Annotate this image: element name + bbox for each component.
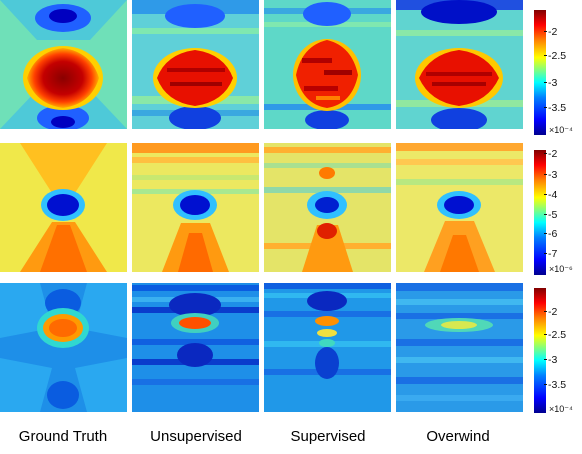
colorbar-row2-tick-5: -6 [543, 228, 558, 240]
column-label-unsupervised: Unsupervised [150, 428, 242, 445]
panel-row2-overwind [396, 143, 523, 272]
panel-row3-supervised [264, 283, 391, 412]
colorbar-row2-scale: ×10⁻⁶ [549, 264, 573, 274]
panel-row2-unsupervised [132, 143, 259, 272]
colorbar-row3-tick-3: -3 [543, 354, 558, 366]
colorbar-row1-scale: ×10⁻⁴ [549, 125, 573, 135]
colorbar-row1-tick-1: -2 [543, 26, 558, 38]
colorbar-row1-tick-4: -3.5 [543, 102, 567, 114]
colorbar-row3-tick-1: -2 [543, 306, 558, 318]
colorbar-row1 [534, 10, 546, 135]
panel-row3-ground-truth [0, 283, 127, 412]
panel-row2-ground-truth [0, 143, 127, 272]
colorbar-row1-tick-2: -2.5 [543, 50, 567, 62]
column-label-supervised: Supervised [290, 428, 366, 445]
colorbar-row2 [534, 150, 546, 275]
colorbar-row2-tick-6: -7 [543, 248, 558, 260]
colorbar-row1-tick-3: -3 [543, 77, 558, 89]
colorbar-row2-tick-1: -2 [543, 148, 558, 160]
panel-row3-unsupervised [132, 283, 259, 412]
column-label-overwind: Overwind [426, 428, 490, 445]
colorbar-row2-tick-4: -5 [543, 209, 558, 221]
colorbar-row3-scale: ×10⁻⁴ [549, 404, 573, 414]
panel-row3-overwind [396, 283, 523, 412]
colorbar-row2-tick-2: -3 [543, 169, 558, 181]
panel-row2-supervised [264, 143, 391, 272]
colorbar-row3-tick-2: -2.5 [543, 329, 567, 341]
column-label-ground-truth: Ground Truth [18, 428, 108, 445]
panel-row1-unsupervised [132, 0, 259, 129]
colorbar-row3-tick-4: -3.5 [543, 379, 567, 391]
colorbar-row2-tick-3: -4 [543, 189, 558, 201]
panel-row1-overwind [396, 0, 523, 129]
colorbar-row3 [534, 288, 546, 413]
panel-row1-ground-truth [0, 0, 127, 129]
panel-row1-supervised [264, 0, 391, 129]
